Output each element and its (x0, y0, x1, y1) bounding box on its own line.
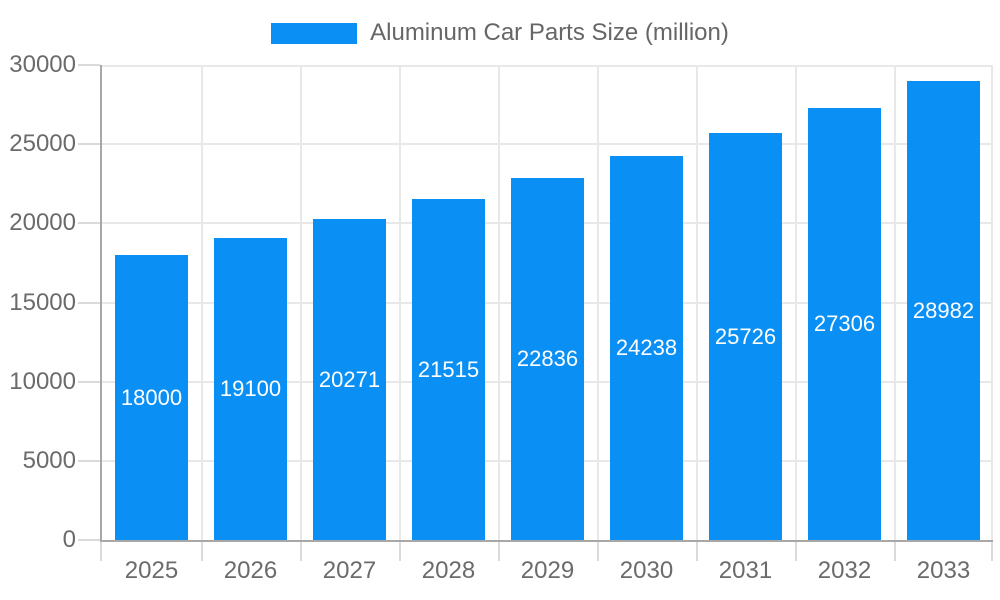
bar-value-label: 22836 (516, 346, 579, 371)
bar[interactable] (214, 238, 287, 540)
x-axis-tick-label: 2032 (817, 557, 872, 584)
plot-area: 18000 19100 20271 21515 22836 24238 25726 27306… (102, 65, 993, 540)
v-gridline (300, 65, 302, 540)
y-axis-tick (78, 143, 100, 146)
v-gridline (894, 65, 896, 540)
x-axis-tick (795, 542, 797, 561)
v-gridline (795, 65, 797, 540)
y-axis-tick-label: 10000 (9, 367, 76, 395)
x-axis-tick-label: 2033 (916, 557, 971, 584)
x-axis-tick (498, 542, 500, 561)
bar[interactable] (907, 81, 980, 540)
y-axis-tick (78, 459, 100, 462)
legend-label: Aluminum Car Parts Size (million) (370, 19, 729, 46)
x-axis-tick-label: 2028 (421, 557, 476, 584)
y-axis-tick-label: 20000 (9, 209, 76, 237)
bar-value-label: 25726 (714, 323, 777, 349)
bar[interactable] (808, 108, 881, 540)
x-axis-tick-label: 2029 (520, 557, 575, 584)
x-axis-tick-label: 2025 (124, 557, 179, 584)
y-axis-tick-label: 30000 (9, 51, 76, 78)
bar-value-label: 21515 (417, 356, 480, 382)
v-gridline (696, 65, 698, 540)
y-axis-tick (78, 64, 100, 66)
x-axis-tick (696, 542, 698, 561)
y-axis-line (100, 65, 102, 542)
y-axis-tick-label: 25000 (9, 130, 76, 158)
h-gridline (102, 143, 993, 146)
x-axis-tick-label: 2026 (223, 557, 278, 584)
y-axis-tick (78, 222, 100, 225)
x-axis-tick (894, 542, 896, 561)
y-axis-tick-label: 15000 (9, 288, 76, 316)
x-axis-tick-label: 2031 (718, 557, 773, 584)
y-axis-tick (78, 380, 100, 383)
bar-value-label: 28982 (912, 297, 975, 323)
y-axis-tick (78, 539, 100, 541)
x-axis-tick (991, 542, 993, 561)
bar[interactable] (709, 133, 782, 540)
v-gridline (597, 65, 599, 540)
x-axis-line (100, 540, 993, 542)
bar-value-label: 19100 (219, 376, 282, 401)
v-gridline (498, 65, 500, 540)
x-axis-tick (100, 542, 102, 561)
bar[interactable] (412, 199, 485, 540)
y-axis-tick-label: 5000 (22, 446, 76, 474)
bar[interactable] (610, 156, 683, 540)
bar-value-label: 27306 (813, 311, 876, 336)
x-axis-tick (399, 542, 401, 561)
legend-swatch-icon (271, 22, 358, 44)
bar-value-label: 18000 (120, 384, 183, 410)
v-gridline (201, 65, 203, 540)
bar-value-label: 24238 (615, 335, 678, 360)
bar[interactable] (511, 178, 584, 540)
bar-value-label: 20271 (318, 366, 381, 392)
legend[interactable]: Aluminum Car Parts Size (million) (0, 19, 1000, 46)
x-axis-tick (300, 542, 302, 561)
h-gridline (102, 65, 993, 67)
y-axis-tick (78, 301, 100, 304)
y-axis-tick-label: 0 (62, 526, 76, 553)
x-axis-tick (201, 542, 203, 561)
bar[interactable] (313, 219, 386, 540)
v-gridline (399, 65, 401, 540)
x-axis-tick-label: 2030 (619, 557, 674, 584)
x-axis-tick (597, 542, 599, 561)
bar[interactable] (115, 255, 188, 540)
x-axis-tick-label: 2027 (322, 557, 377, 584)
v-gridline (991, 65, 993, 540)
